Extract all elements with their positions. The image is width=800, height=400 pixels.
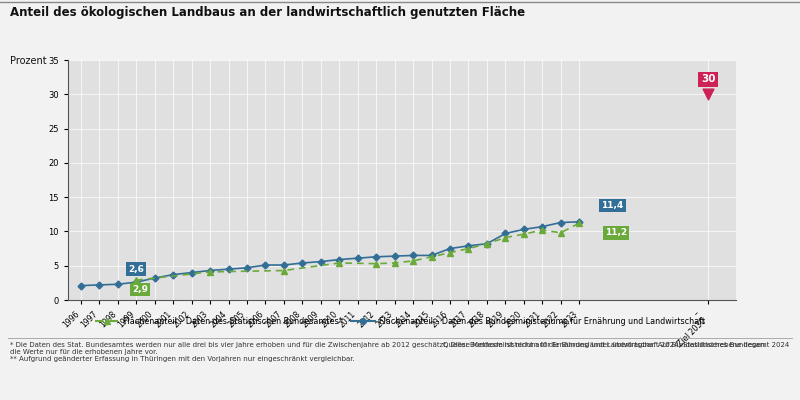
- Text: 2,6: 2,6: [128, 265, 144, 274]
- Point: [702, 91, 714, 98]
- Text: * Die Daten des Stat. Bundesamtes werden nur alle drei bis vier Jahre erhoben un: * Die Daten des Stat. Bundesamtes werden…: [10, 342, 766, 362]
- Text: Quelle: Bundesministerium für Ernährung und Landwirtschaft 2024, Statistisches B: Quelle: Bundesministerium für Ernährung …: [443, 342, 790, 348]
- Text: Anteil des ökologischen Landbaus an der landwirtschaftlich genutzten Fläche: Anteil des ökologischen Landbaus an der …: [10, 6, 526, 19]
- Legend: Flächenanteil – Daten des Statistischen Bundesamtes*, Flächenanteil – Daten des : Flächenanteil – Daten des Statistischen …: [92, 314, 708, 330]
- Text: 2,9: 2,9: [132, 285, 148, 294]
- Text: 30: 30: [701, 74, 715, 84]
- Text: Prozent: Prozent: [10, 56, 47, 66]
- Text: 11,4: 11,4: [602, 201, 623, 210]
- Text: 11,2: 11,2: [605, 228, 627, 237]
